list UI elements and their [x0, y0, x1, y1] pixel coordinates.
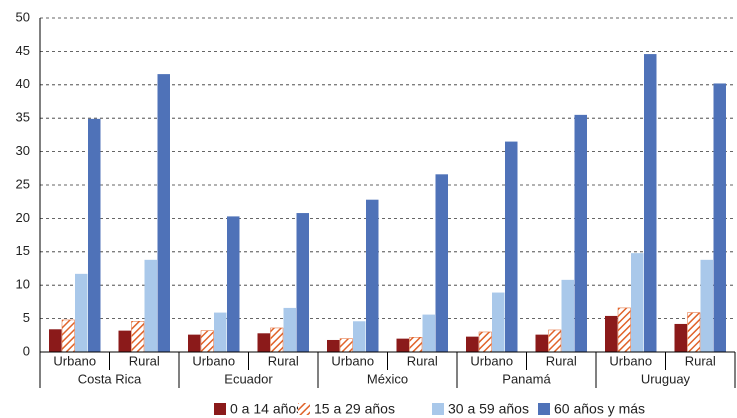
group-label: Costa Rica	[78, 371, 142, 386]
bar	[339, 338, 353, 353]
y-tick-label: 5	[23, 310, 30, 325]
bar	[561, 279, 574, 352]
bar	[88, 118, 101, 352]
bar	[157, 74, 170, 352]
bar	[700, 259, 713, 352]
x-tick-label: Rural	[546, 353, 577, 368]
legend-label: 60 años y más	[554, 401, 645, 417]
bar	[227, 216, 240, 352]
x-tick-label: Rural	[129, 353, 160, 368]
group-label: Uruguay	[641, 371, 691, 386]
bar	[492, 292, 505, 352]
bar	[131, 321, 145, 353]
bar	[144, 259, 157, 352]
y-tick-label: 20	[16, 210, 30, 225]
bar	[188, 334, 201, 352]
legend-label: 0 a 14 años	[230, 401, 303, 417]
bar	[296, 213, 309, 352]
y-tick-label: 10	[16, 277, 30, 292]
bar	[535, 334, 548, 352]
bar	[61, 319, 75, 353]
y-tick-label: 30	[16, 143, 30, 158]
bar	[75, 273, 88, 352]
y-tick-label: 45	[16, 43, 30, 58]
bar	[396, 338, 409, 352]
x-tick-label: Urbano	[470, 353, 513, 368]
x-tick-label: Rural	[685, 353, 716, 368]
y-tick-label: 15	[16, 243, 30, 258]
bar	[422, 314, 435, 352]
x-tick-label: Rural	[407, 353, 438, 368]
x-tick-label: Urbano	[331, 353, 374, 368]
legend-label: 15 a 29 años	[314, 401, 395, 417]
bar	[574, 114, 587, 352]
group-label: Ecuador	[224, 371, 273, 386]
bar	[270, 327, 284, 353]
bar	[548, 329, 562, 353]
legend-swatch	[298, 403, 310, 415]
y-tick-label: 0	[23, 343, 30, 358]
bar	[617, 307, 631, 353]
x-tick-label: Urbano	[192, 353, 235, 368]
bar	[366, 199, 379, 352]
bar	[353, 321, 366, 352]
legend-swatch	[214, 403, 226, 415]
bar	[435, 174, 448, 352]
bar	[327, 339, 340, 352]
x-tick-label: Urbano	[609, 353, 652, 368]
bar	[118, 330, 131, 352]
bar	[409, 337, 423, 353]
bar	[49, 329, 62, 352]
x-tick-label: Urbano	[53, 353, 96, 368]
bar	[478, 331, 492, 353]
bar	[713, 83, 726, 353]
group-label: México	[367, 371, 408, 386]
group-label: Panamá	[502, 371, 551, 386]
bar	[257, 333, 270, 352]
bar	[605, 315, 618, 352]
legend-swatch	[538, 403, 550, 415]
bar	[644, 54, 657, 353]
bar	[631, 253, 644, 352]
x-tick-label: Rural	[268, 353, 299, 368]
bar	[200, 330, 214, 353]
bar	[466, 336, 479, 352]
legend-swatch	[432, 403, 444, 415]
bar	[674, 323, 687, 352]
bar	[214, 312, 227, 352]
legend-label: 30 a 59 años	[448, 401, 529, 417]
bar	[505, 141, 518, 352]
y-tick-label: 25	[16, 176, 30, 191]
bar	[687, 312, 701, 353]
y-tick-label: 50	[16, 9, 30, 24]
bar	[283, 307, 296, 352]
y-tick-label: 40	[16, 76, 30, 91]
y-tick-label: 35	[16, 110, 30, 125]
